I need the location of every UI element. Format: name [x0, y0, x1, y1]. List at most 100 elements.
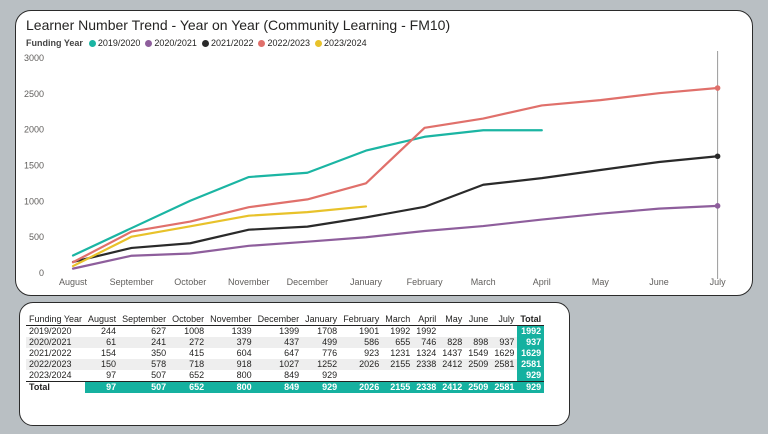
- table-cell: 1027: [254, 359, 303, 370]
- series-end-marker[interactable]: [714, 203, 721, 209]
- total-row-cell: 929: [517, 381, 545, 393]
- table-cell: 1992: [413, 325, 440, 337]
- table-cell: 154: [85, 348, 120, 359]
- column-header[interactable]: February: [343, 314, 380, 324]
- table-total-row[interactable]: Total 97 507 652 800 849 929 2026 2155 2338 2412 25…: [26, 381, 545, 393]
- total-row-label: Total: [26, 381, 86, 393]
- table-row[interactable]: 2021/2022 154 350 415 604 647 776 923 1231 1324 14…: [26, 348, 545, 359]
- row-header-cell: 2023/2024: [26, 370, 86, 382]
- column-header[interactable]: April: [418, 314, 437, 324]
- table-row[interactable]: 2019/2020 244 627 1008 1339 1399 1708 1901 1992 1…: [26, 325, 545, 337]
- table-cell: 1629: [491, 348, 518, 359]
- total-row-cell: 652: [169, 381, 208, 393]
- table-cell: 272: [169, 337, 208, 348]
- table-cell: 2155: [382, 359, 414, 370]
- total-row-cell: 849: [254, 381, 303, 393]
- x-tick-label: May: [592, 277, 610, 287]
- series-end-marker[interactable]: [714, 153, 721, 160]
- column-header[interactable]: August: [88, 314, 117, 324]
- total-row-cell: 97: [85, 381, 120, 393]
- legend-label: 2021/2022: [210, 38, 254, 48]
- table-cell: 61: [85, 337, 120, 348]
- y-tick-label: 2500: [24, 89, 44, 99]
- column-header[interactable]: June: [468, 314, 489, 324]
- x-tick-label: April: [533, 277, 551, 287]
- y-tick-label: 3000: [24, 53, 44, 63]
- table-cell: 2581: [491, 359, 518, 370]
- series-line-2023-2024[interactable]: [71, 205, 368, 268]
- table-cell: 350: [119, 348, 170, 359]
- table-cell: 1231: [382, 348, 414, 359]
- legend-item-2020-2021[interactable]: 2020/2021: [145, 38, 197, 48]
- table-cell: 2412: [439, 359, 466, 370]
- column-header[interactable]: November: [210, 314, 252, 324]
- column-header[interactable]: July: [498, 314, 515, 324]
- total-row-cell: 929: [302, 381, 341, 393]
- row-header-cell: 2021/2022: [26, 348, 86, 359]
- table-cell: 1008: [169, 325, 208, 337]
- table-cell: 655: [382, 337, 414, 348]
- row-header-cell: 2020/2021: [26, 337, 86, 348]
- series-line-2020-2021[interactable]: [71, 204, 719, 270]
- table-cell: 604: [207, 348, 255, 359]
- table-cell: [465, 370, 492, 382]
- table-row[interactable]: 2023/2024 97 507 652 800 849 929 929: [26, 370, 545, 382]
- legend-item-2021-2022[interactable]: 2021/2022: [201, 38, 254, 48]
- table-cell: 499: [302, 337, 341, 348]
- table-cell: 1399: [254, 325, 303, 337]
- table-cell: 746: [413, 337, 440, 348]
- table-cell: 2338: [413, 359, 440, 370]
- table-cell: 776: [302, 348, 341, 359]
- table-cell: 379: [207, 337, 255, 348]
- table-cell: 244: [85, 325, 120, 337]
- table-cell: 1437: [439, 348, 466, 359]
- legend-item-2023-2024[interactable]: 2023/2024: [315, 38, 367, 48]
- data-table: Funding Year August September October Novemb…: [26, 311, 545, 393]
- table-cell: 241: [119, 337, 170, 348]
- column-header[interactable]: October: [172, 314, 205, 324]
- table-cell: 1992: [382, 325, 414, 337]
- total-row-cell: 2412: [439, 381, 466, 393]
- total-row-cell: 2338: [413, 381, 440, 393]
- matrix-table-visual[interactable]: Funding Year August September October Novemb…: [19, 302, 570, 426]
- table-cell: [465, 325, 492, 337]
- total-row-cell: 800: [207, 381, 255, 393]
- legend-item-2022-2023[interactable]: 2022/2023: [258, 38, 310, 48]
- table-cell: 507: [119, 370, 170, 382]
- column-header[interactable]: May: [445, 314, 463, 324]
- legend-item-2019-2020[interactable]: 2019/2020: [88, 38, 140, 48]
- table-cell: 828: [439, 337, 466, 348]
- column-header[interactable]: January: [305, 314, 338, 324]
- table-cell: [340, 370, 383, 382]
- table-row[interactable]: 2020/2021 61 241 272 379 437 499 586 655 746 828 89…: [26, 337, 545, 348]
- table-cell: 415: [169, 348, 208, 359]
- column-header[interactable]: September: [122, 314, 167, 324]
- line-chart-visual[interactable]: Learner Number Trend - Year on Year (Com…: [15, 10, 753, 296]
- table-cell: [439, 325, 466, 337]
- table-cell: 586: [340, 337, 383, 348]
- row-total-cell: 929: [517, 370, 545, 382]
- column-header[interactable]: Total: [520, 314, 542, 324]
- table-cell: 1252: [302, 359, 341, 370]
- series-line-2021-2022[interactable]: [71, 155, 719, 264]
- table-cell: [491, 325, 518, 337]
- table-cell: 647: [254, 348, 303, 359]
- table-cell: 929: [302, 370, 341, 382]
- column-header[interactable]: December: [257, 314, 300, 324]
- series-line-2022-2023[interactable]: [71, 86, 719, 264]
- x-tick-label: July: [710, 277, 727, 287]
- table-row[interactable]: 2022/2023 150 578 718 918 1027 1252 2026 2155 233…: [26, 359, 545, 370]
- table-cell: 1324: [413, 348, 440, 359]
- table-header-row: Funding Year August September October Novemb…: [26, 311, 545, 326]
- table-cell: 97: [85, 370, 120, 382]
- table-cell: [413, 370, 440, 382]
- table-cell: 2026: [340, 359, 383, 370]
- legend-marker-icon: [145, 39, 153, 47]
- legend-marker-icon: [88, 39, 96, 47]
- column-header[interactable]: March: [385, 314, 411, 324]
- series-end-marker[interactable]: [714, 85, 721, 91]
- legend-title: Funding Year: [26, 38, 83, 48]
- column-header[interactable]: Funding Year: [29, 314, 83, 324]
- series-line-2019-2020[interactable]: [71, 129, 543, 257]
- table-cell: 437: [254, 337, 303, 348]
